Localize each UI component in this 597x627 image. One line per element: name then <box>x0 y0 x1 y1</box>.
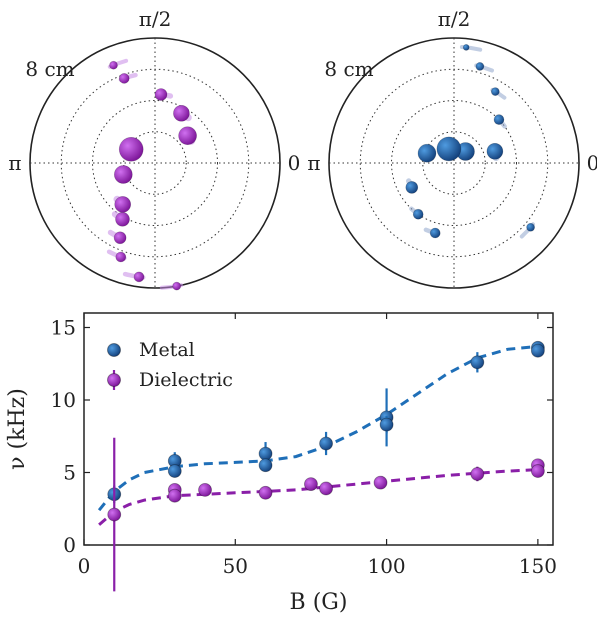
polar-point <box>109 60 118 70</box>
inner-grid-circle <box>422 131 486 195</box>
polar-point <box>412 208 424 220</box>
polar-point <box>436 136 462 162</box>
polar-point <box>172 281 181 291</box>
legend: Metal Dielectric <box>107 339 233 391</box>
plot-frame <box>83 312 554 546</box>
data-points <box>107 340 545 592</box>
polar-point <box>490 87 500 96</box>
polar-point <box>493 114 505 125</box>
polar-trail <box>159 283 184 290</box>
y-tick-label: 10 <box>51 388 76 412</box>
inner-grid-circle <box>60 68 250 258</box>
axis-ticks: 0 50 100 150 0 5 10 15 <box>51 313 557 578</box>
x-tick-label: 50 <box>223 554 248 578</box>
polar-point <box>526 223 535 232</box>
polar-trail <box>459 45 483 52</box>
polar-point <box>118 137 144 162</box>
legend-marker-dielectric <box>107 373 121 387</box>
data-point-metal <box>530 343 545 358</box>
polar-top-label: π/2 <box>139 7 172 31</box>
y-tick-label: 0 <box>63 533 76 557</box>
polar-point <box>405 181 419 194</box>
inner-grid-circle <box>92 100 218 226</box>
polar-point <box>417 143 437 163</box>
y-axis-label: ν (kHz) <box>5 388 30 470</box>
polar-trail <box>107 58 129 69</box>
x-axis-label: B (G) <box>290 590 348 615</box>
polar-plot-dielectric: π/2 π 0 8 cm <box>8 7 301 291</box>
polar-point <box>429 227 441 239</box>
polar-point <box>115 251 127 263</box>
polar-radius-label: 8 cm <box>324 57 373 81</box>
polar-top-label: π/2 <box>438 7 471 31</box>
data-point-dielectric <box>470 467 485 481</box>
polar-radius-label: 8 cm <box>25 57 74 81</box>
data-point-dielectric <box>319 481 333 496</box>
polar-point <box>114 165 133 184</box>
x-tick-label: 0 <box>78 554 91 578</box>
legend-label-dielectric: Dielectric <box>139 369 233 391</box>
data-point-dielectric <box>167 488 182 503</box>
polar-point <box>486 143 504 160</box>
data-point-metal <box>258 446 273 461</box>
data-point-dielectric <box>107 507 122 522</box>
polar-point <box>173 105 190 122</box>
y-tick-label: 15 <box>51 316 76 340</box>
inner-grid-circle <box>391 100 517 226</box>
data-point-dielectric <box>373 475 388 490</box>
polar-point <box>114 196 131 213</box>
polar-left-label: π <box>307 151 320 175</box>
data-point-dielectric <box>530 464 545 478</box>
polar-right-label: 0 <box>587 151 597 175</box>
legend-marker-metal <box>107 343 121 357</box>
legend-label-metal: Metal <box>139 339 195 361</box>
polar-left-label: π <box>8 151 21 175</box>
fit-curve-dielectric <box>98 468 538 526</box>
polar-plot-metal: π/2 π 0 8 cm <box>307 7 597 289</box>
fit-curves <box>97 344 539 526</box>
data-point-metal <box>379 417 394 432</box>
data-point-metal <box>167 464 182 478</box>
polar-point <box>154 88 168 101</box>
data-point-metal <box>319 436 333 451</box>
polar-points <box>106 58 197 291</box>
polar-point <box>462 44 470 51</box>
x-tick-label: 100 <box>367 554 405 578</box>
polar-points <box>405 44 535 239</box>
data-point-metal <box>258 458 273 473</box>
polar-point <box>113 231 127 245</box>
inner-grid-circle <box>123 131 187 195</box>
frequency-vs-field-chart: 0 50 100 150 0 5 10 15 Metal Dielectric B (G) ν… <box>5 312 557 615</box>
polar-grid <box>29 37 281 289</box>
polar-right-label: 0 <box>288 151 301 175</box>
polar-point <box>178 126 197 145</box>
polar-point <box>115 212 130 227</box>
data-point-dielectric <box>304 477 318 492</box>
y-axis-label-text: ν (kHz) <box>5 388 30 470</box>
data-point-metal <box>470 355 485 370</box>
polar-grid <box>328 37 580 289</box>
polar-point <box>133 271 145 283</box>
x-axis-label-text: B (G) <box>290 590 348 615</box>
fit-curve-metal <box>97 344 539 512</box>
inner-grid-circle <box>359 68 549 258</box>
polar-point <box>475 62 485 71</box>
x-tick-label: 150 <box>519 554 557 578</box>
data-point-dielectric <box>258 485 273 500</box>
y-tick-label: 5 <box>63 461 76 485</box>
data-point-dielectric <box>198 482 212 497</box>
polar-point <box>118 73 130 84</box>
